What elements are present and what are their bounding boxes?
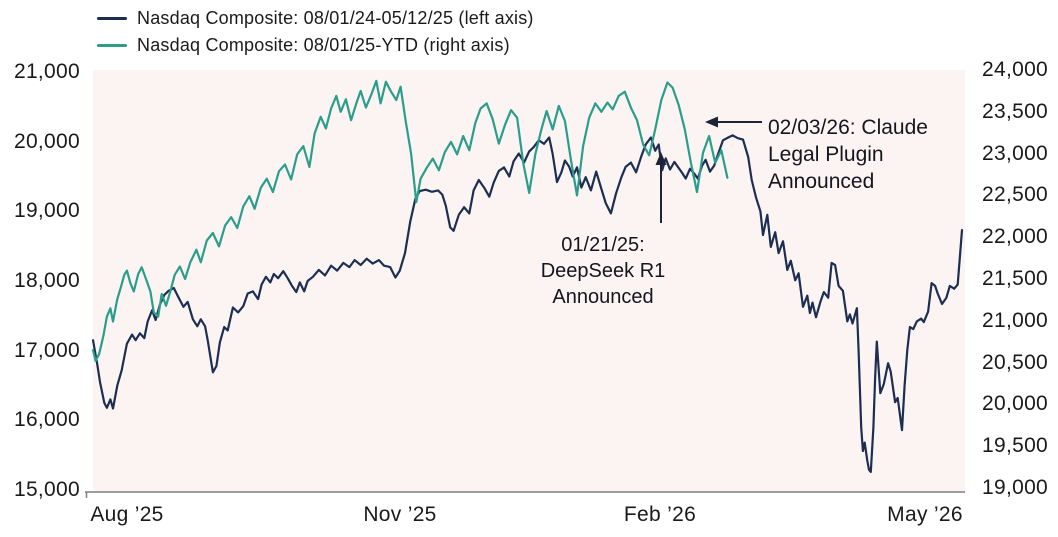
y-tick-right-20,500: 20,500 <box>982 350 1049 374</box>
annotation-claude-line-3: Announced <box>768 170 875 193</box>
legend-label-right-series: Nasdaq Composite: 08/01/25-YTD (right ax… <box>137 35 510 55</box>
series-line-nasdaq-25-ytd <box>91 79 729 362</box>
y-tick-right-20,000: 20,000 <box>982 392 1049 416</box>
y-tick-left-20,000: 20,000 <box>13 129 80 153</box>
x-tick-May-26: May ’26 <box>887 503 963 526</box>
y-tick-right-22,500: 22,500 <box>982 183 1049 207</box>
y-tick-right-19,000: 19,000 <box>982 476 1049 499</box>
series-line-nasdaq-24-25 <box>91 134 964 473</box>
y-tick-left-17,000: 17,000 <box>13 338 80 362</box>
y-tick-right-23,500: 23,500 <box>982 99 1049 123</box>
y-tick-left-15,000: 15,000 <box>13 478 80 501</box>
x-tick-Feb-26: Feb ’26 <box>623 503 697 526</box>
legend-item-right-series: Nasdaq Composite: 08/01/25-YTD (right ax… <box>97 34 534 57</box>
x-tick-Nov-25: Nov ’25 <box>363 503 437 526</box>
y-tick-left-21,000: 21,000 <box>13 60 80 83</box>
y-tick-right-23,000: 23,000 <box>982 141 1049 165</box>
annotation-claude-plugin: 02/03/26: Claude Legal Plugin Announced <box>768 114 968 195</box>
y-tick-right-24,000: 24,000 <box>982 58 1049 81</box>
y-tick-right-21,500: 21,500 <box>982 267 1049 290</box>
deepseek-arrow-head <box>655 152 667 165</box>
x-tick-Aug-25: Aug ’25 <box>90 503 164 526</box>
annotation-deepseek-line-3: Announced <box>552 286 654 308</box>
y-tick-left-16,000: 16,000 <box>13 408 80 432</box>
y-tick-right-21,000: 21,000 <box>982 308 1049 332</box>
legend-swatch-left-series <box>97 17 127 20</box>
y-tick-left-19,000: 19,000 <box>13 199 80 223</box>
legend-label-left-series: Nasdaq Composite: 08/01/24-05/12/25 (lef… <box>137 8 534 28</box>
y-tick-right-19,500: 19,500 <box>982 434 1049 458</box>
y-tick-right-22,000: 22,000 <box>982 225 1049 249</box>
legend-item-left-series: Nasdaq Composite: 08/01/24-05/12/25 (lef… <box>97 7 534 30</box>
plot-area <box>93 70 965 492</box>
annotation-deepseek-line-2: DeepSeek R1 <box>540 260 666 282</box>
y-tick-left-18,000: 18,000 <box>13 269 80 292</box>
annotation-claude-line-1: 02/03/26: Claude <box>768 116 928 139</box>
legend-swatch-right-series <box>97 44 127 47</box>
claude-arrow-head <box>705 116 718 128</box>
annotation-claude-line-2: Legal Plugin <box>768 143 884 166</box>
annotation-deepseek: 01/21/25: DeepSeek R1 Announced <box>498 232 708 310</box>
legend: Nasdaq Composite: 08/01/24-05/12/25 (lef… <box>97 7 534 57</box>
annotation-deepseek-line-1: 01/21/25: <box>561 234 645 256</box>
